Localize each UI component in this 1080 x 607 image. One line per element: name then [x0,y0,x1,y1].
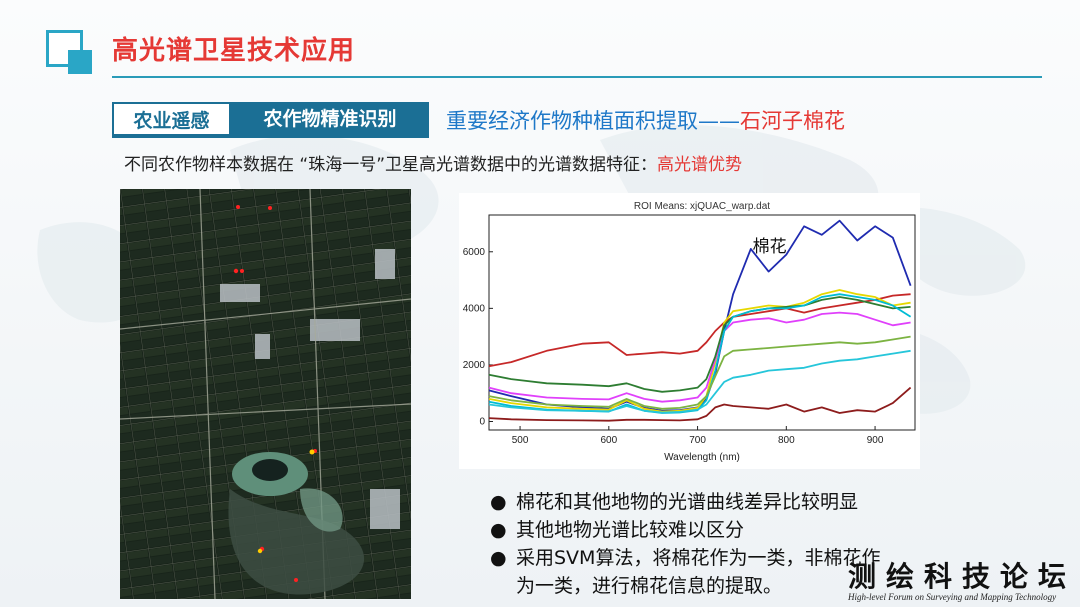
series-line-3 [488,289,911,413]
bullet-item: ● 采用SVM算法，将棉花作为一类，非棉花作 [490,544,880,572]
x-tick-label: 500 [512,435,529,446]
cotton-annotation: 棉花 [753,237,787,257]
title-divider [112,76,1042,78]
tag-crop-identification: 农作物精准识别 [231,102,429,136]
x-tick-label: 800 [778,435,795,446]
y-tick-label: 6000 [463,247,486,258]
bullet-text: 棉花和其他地物的光谱曲线差异比较明显 [516,491,859,513]
watermark-subtitle: High-level Forum on Surveying and Mappin… [848,592,1057,602]
x-tick-label: 600 [600,435,617,446]
section-headline: 重要经济作物种植面积提取——石河子棉花 [446,105,845,135]
satellite-image [120,189,411,599]
x-tick-label: 900 [867,435,884,446]
bullet-item: ● 棉花和其他地物的光谱曲线差异比较明显 [490,488,880,516]
bullet-dot-icon: ● [490,519,507,541]
series-line-9 [488,386,912,422]
bullet-continuation: 为一类，进行棉花信息的提取。 [516,575,783,597]
bullet-item: ● 其他地物光谱比较难以区分 [490,516,880,544]
bullet-text: 采用SVM算法，将棉花作为一类，非棉花作 [516,547,881,569]
chart-title: ROI Means: xjQUAC_warp.dat [634,201,770,212]
tag-agriculture-remote-sensing: 农业遥感 [112,102,231,136]
subheading-highlight: 高光谱优势 [657,155,743,175]
y-tick-label: 4000 [463,303,486,314]
series-line-5 [488,296,911,393]
page-title: 高光谱卫星技术应用 [112,36,356,66]
tag-underline [112,136,429,138]
bullet-list: ● 棉花和其他地物的光谱曲线差异比较明显 ● 其他地物光谱比较难以区分 ● 采用SVM… [490,488,880,600]
bullet-dot-icon: ● [490,547,507,569]
x-axis-label: Wavelength (nm) [664,452,740,463]
spectral-chart-panel: ROI Means: xjQUAC_warp.dat 500 600 700 800 90… [459,193,920,469]
watermark-logo: 测绘科技论坛 [848,560,1077,593]
y-tick-label: 2000 [463,360,486,371]
series-line-1 [488,219,912,412]
subheading-main: 不同农作物样本数据在 “珠海一号”卫星高光谱数据中的光谱数据特征： [124,155,658,175]
section-logo-icon [46,30,92,74]
y-tick-label: 0 [479,417,485,428]
series-line-7 [488,335,911,410]
x-tick-label: 700 [689,435,706,446]
bullet-text: 其他地物光谱比较难以区分 [516,519,745,541]
headline-main: 重要经济作物种植面积提取—— [446,109,740,133]
series-line-8 [488,349,911,414]
subheading: 不同农作物样本数据在 “珠海一号”卫星高光谱数据中的光谱数据特征：高光谱优势 [124,150,742,175]
series-line-2 [488,293,911,368]
plot-frame [488,214,916,431]
bullet-dot-icon: ● [490,491,507,513]
series-line-4 [488,311,911,403]
spectral-line-chart: ROI Means: xjQUAC_warp.dat 500 600 700 800 90… [463,201,916,463]
headline-highlight: 石河子棉花 [740,109,845,133]
